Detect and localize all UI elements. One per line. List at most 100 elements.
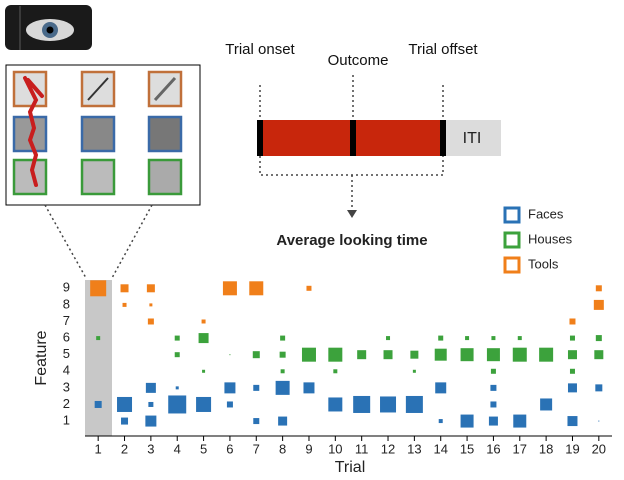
y-tick-label: 8	[63, 296, 70, 311]
cell	[594, 350, 604, 360]
cell	[222, 281, 237, 296]
house-image	[80, 158, 116, 196]
cell	[149, 303, 153, 307]
tool-drawing	[153, 76, 177, 102]
cell	[490, 401, 497, 408]
x-tick-label: 8	[279, 441, 286, 456]
x-tick-label: 16	[486, 441, 500, 456]
cell	[488, 416, 498, 426]
cell	[229, 354, 231, 356]
cell	[412, 369, 416, 373]
outcome-label: Outcome	[327, 52, 389, 69]
y-tick-label: 9	[63, 280, 70, 295]
cell	[465, 336, 470, 341]
cell	[438, 419, 443, 424]
cell	[145, 382, 156, 393]
cell	[569, 335, 575, 341]
cell	[513, 414, 527, 428]
cell	[540, 398, 553, 411]
legend-label: Faces	[528, 206, 564, 221]
cell	[174, 335, 180, 341]
outcome-marker	[350, 120, 356, 156]
cell	[120, 284, 129, 293]
cell	[383, 350, 393, 360]
face-image	[80, 115, 116, 153]
cell	[96, 336, 101, 341]
cell	[598, 420, 600, 422]
x-tick-label: 15	[460, 441, 474, 456]
x-tick-label: 3	[147, 441, 154, 456]
arrow-head	[347, 210, 357, 218]
cell	[328, 347, 343, 362]
cell	[491, 336, 496, 341]
pupil	[46, 26, 54, 34]
cell	[168, 395, 187, 414]
cell	[122, 302, 127, 307]
house-image	[12, 158, 48, 196]
cell	[410, 350, 419, 359]
legend-label: Houses	[528, 231, 573, 246]
cell	[196, 396, 212, 412]
cell	[301, 347, 316, 362]
y-tick-label: 6	[63, 330, 70, 345]
cell	[353, 395, 371, 413]
cell	[593, 299, 604, 310]
cell	[567, 416, 578, 427]
zoom-line	[44, 204, 87, 279]
y-tick-label: 7	[63, 313, 70, 328]
cell	[202, 369, 206, 373]
x-tick-label: 18	[539, 441, 553, 456]
cell	[490, 384, 497, 391]
cell	[460, 348, 474, 362]
iti-box	[445, 120, 501, 156]
cell	[567, 383, 577, 393]
x-tick-label: 9	[305, 441, 312, 456]
cell	[175, 386, 179, 390]
cell	[224, 382, 236, 394]
cell	[280, 369, 285, 374]
timeline-guides	[259, 75, 444, 212]
y-tick-label: 2	[63, 396, 70, 411]
offset-label: Trial offset	[408, 41, 478, 58]
x-tick-label: 14	[433, 441, 447, 456]
cell	[460, 414, 474, 428]
zoom-line	[111, 204, 153, 279]
onset-marker	[257, 120, 263, 156]
cell	[145, 415, 157, 427]
x-tick-label: 11	[355, 441, 369, 456]
y-axis-label: Feature	[33, 330, 50, 385]
iti-label: ITI	[463, 130, 482, 147]
cell	[280, 335, 286, 341]
cell	[539, 347, 554, 362]
x-tick-label: 5	[200, 441, 207, 456]
cell	[595, 384, 603, 392]
offset-marker	[440, 120, 446, 156]
house-image	[147, 158, 183, 196]
onset-label: Trial onset	[225, 41, 295, 58]
cell	[380, 396, 397, 413]
cell	[275, 380, 290, 395]
cell	[595, 335, 602, 342]
cell	[90, 280, 107, 297]
cell	[357, 350, 367, 360]
cell	[569, 318, 576, 325]
legend-swatch	[503, 256, 521, 274]
x-tick-label: 7	[253, 441, 260, 456]
scanpath	[23, 76, 44, 187]
cell	[279, 351, 286, 358]
x-tick-label: 4	[174, 441, 181, 456]
stimulus-grid	[12, 70, 183, 196]
x-tick-label: 10	[328, 441, 342, 456]
cell	[117, 396, 133, 412]
cell	[386, 336, 391, 341]
cell	[569, 368, 575, 374]
result-label: Average looking time	[276, 232, 427, 249]
x-tick-label: 13	[407, 441, 421, 456]
cell	[490, 368, 496, 374]
x-axis-label: Trial	[335, 459, 366, 476]
cell	[146, 284, 155, 293]
cell	[94, 400, 102, 408]
cell	[198, 333, 209, 344]
